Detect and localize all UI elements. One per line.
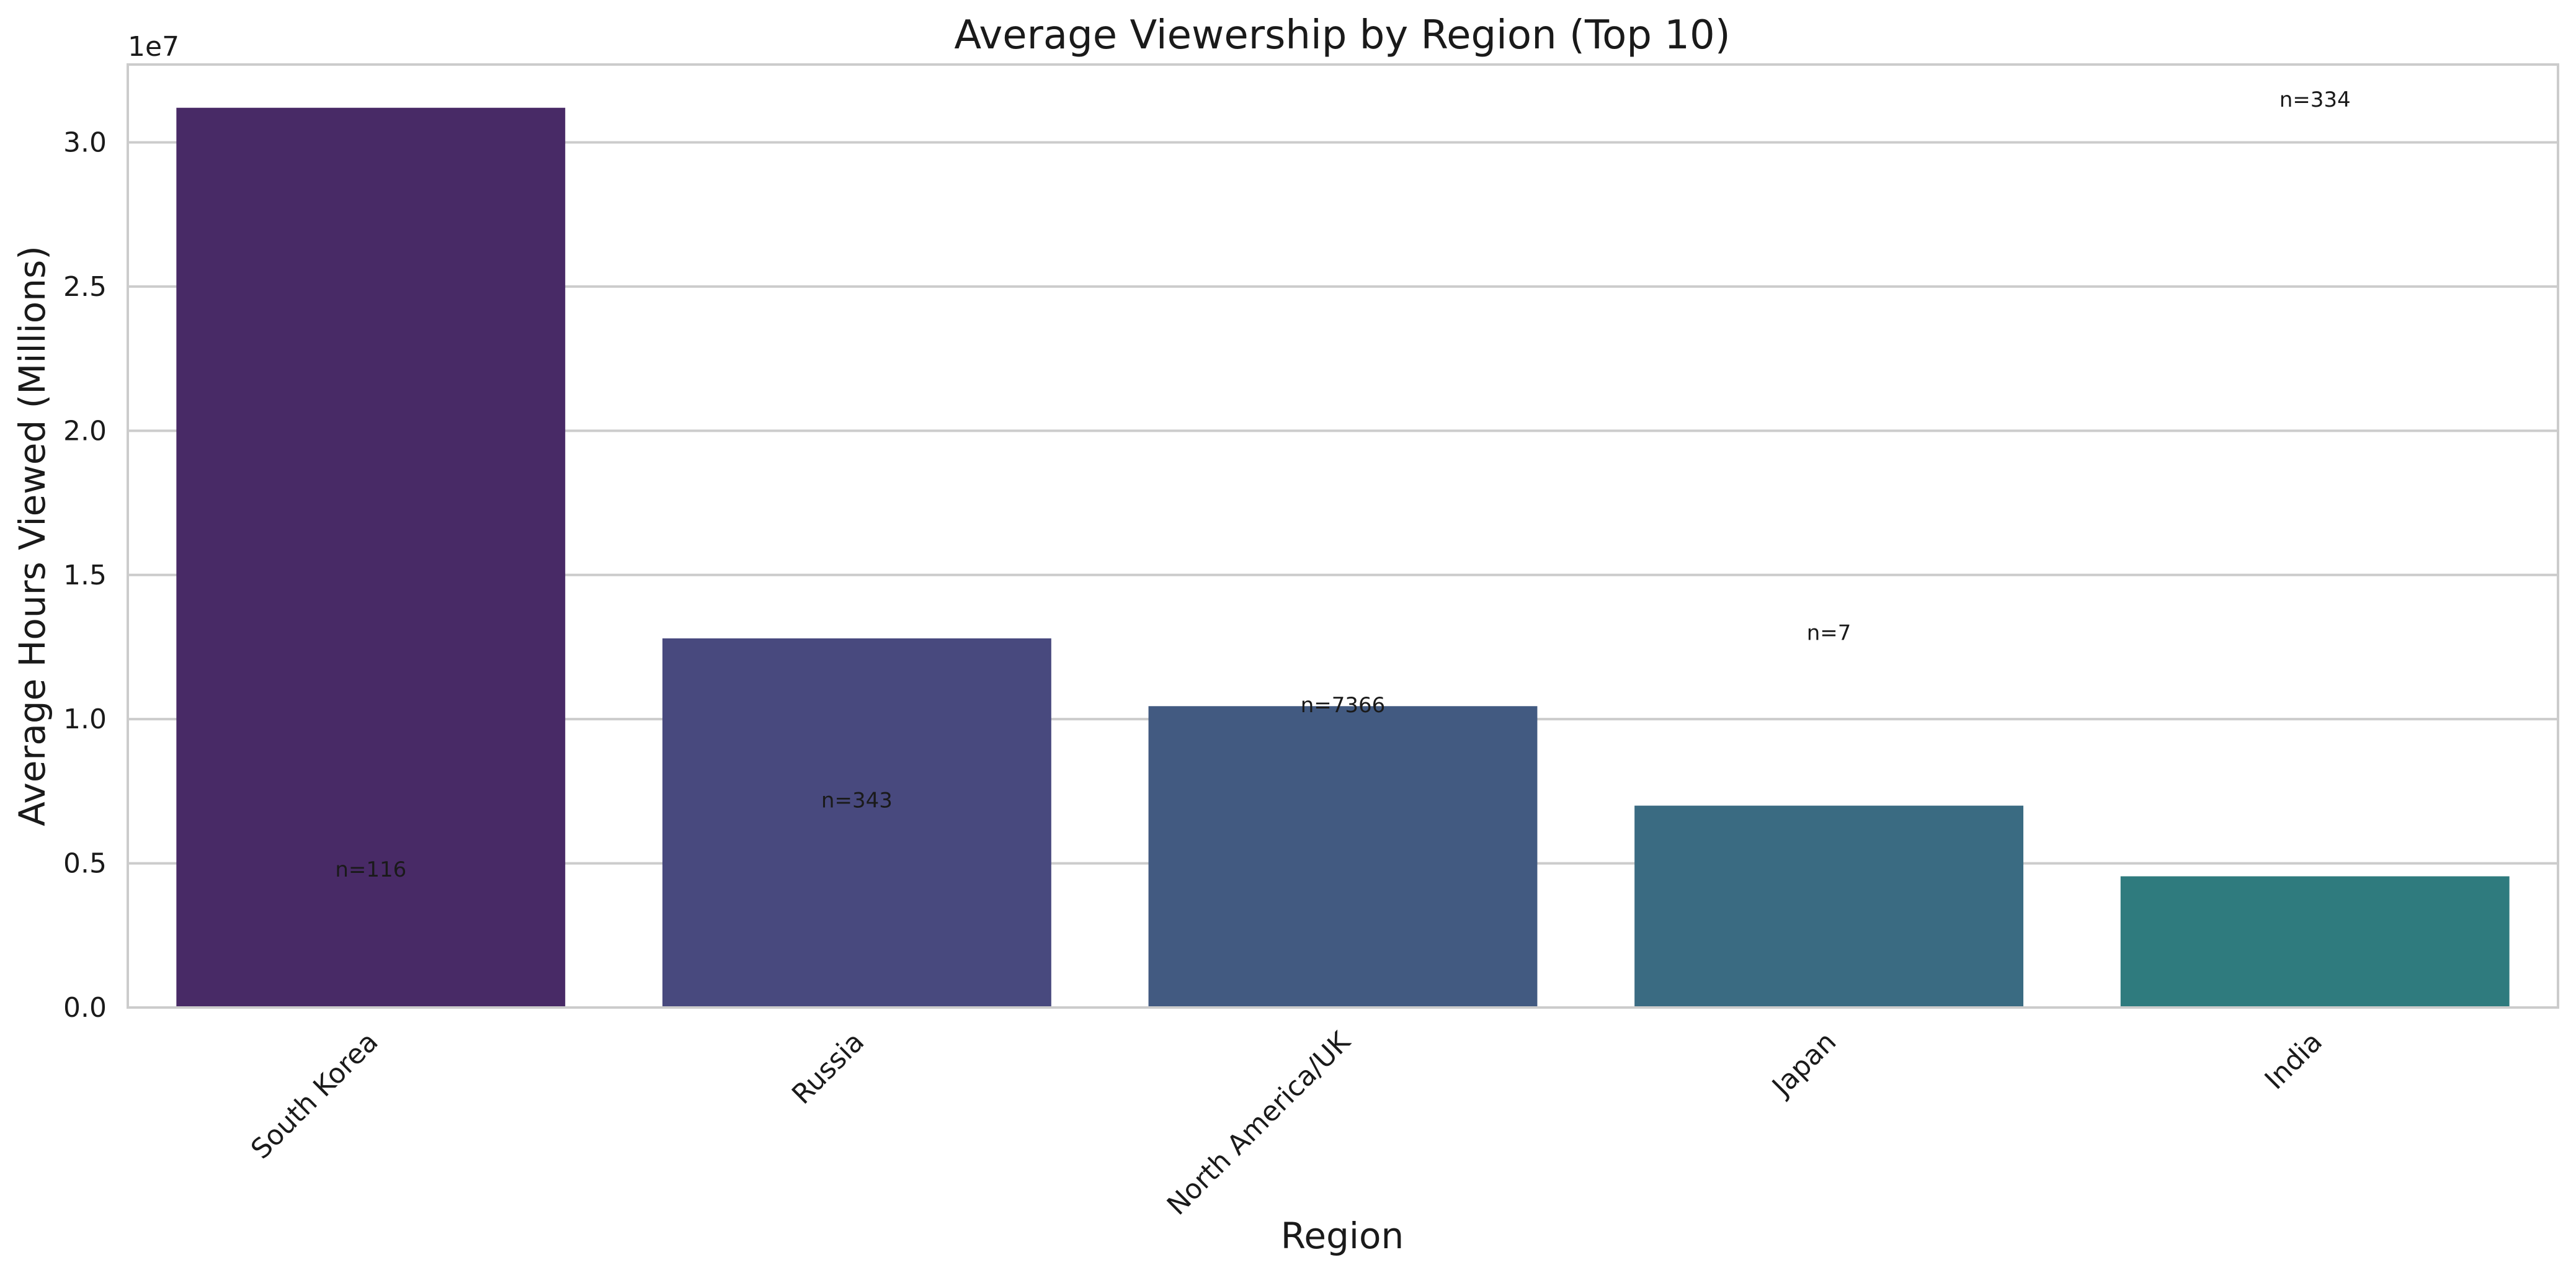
- y-tick-label: 2.5: [63, 271, 107, 303]
- x-axis-ticks: South Korea Russia North America/UK Japan In…: [245, 1026, 2329, 1222]
- bar: [2120, 876, 2510, 1008]
- bar: [1634, 805, 2024, 1008]
- y-tick-label: 0.5: [63, 848, 107, 880]
- bar: [662, 638, 1051, 1008]
- bar-annotation: n=334: [2280, 87, 2351, 112]
- y-tick-label: 1.5: [63, 560, 107, 591]
- y-tick-label: 3.0: [63, 127, 107, 159]
- x-tick-label: Japan: [1765, 1026, 1842, 1104]
- x-axis-title: Region: [1281, 1215, 1404, 1257]
- y-axis-title: Average Hours Viewed (Millions): [11, 246, 53, 826]
- y-axis-ticks: 0.0 0.5 1.0 1.5 2.0 2.5 3.0: [63, 127, 107, 1024]
- bar: [176, 107, 566, 1008]
- y-tick-label: 1.0: [63, 704, 107, 735]
- bar: [1148, 706, 1538, 1008]
- bar-annotation: n=7366: [1301, 693, 1386, 718]
- chart-title: Average Viewership by Region (Top 10): [954, 12, 1730, 58]
- x-tick-label: Russia: [786, 1026, 870, 1110]
- x-tick-label: India: [2259, 1026, 2329, 1096]
- bar-annotations: n=116 n=343 n=7366 n=7 n=334: [335, 87, 2350, 882]
- y-axis-offset-label: 1e7: [128, 31, 179, 63]
- bar-annotation: n=343: [821, 788, 893, 813]
- x-tick-label: South Korea: [245, 1026, 385, 1166]
- bar-annotation: n=116: [335, 857, 406, 882]
- bars: [176, 107, 2510, 1008]
- bar-annotation: n=7: [1807, 621, 1852, 646]
- plot-frame: [127, 63, 2559, 1009]
- x-tick-label: North America/UK: [1161, 1026, 1357, 1222]
- y-tick-label: 0.0: [63, 992, 107, 1024]
- y-tick-label: 2.0: [63, 415, 107, 447]
